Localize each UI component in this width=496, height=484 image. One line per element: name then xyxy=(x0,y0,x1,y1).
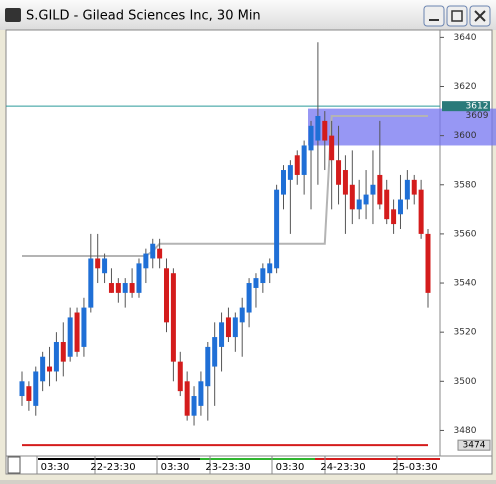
candle-body xyxy=(219,322,225,347)
candle-body xyxy=(67,317,73,357)
candle-body xyxy=(198,381,204,406)
candle-body xyxy=(205,346,211,387)
x-tick-label: 03:30 xyxy=(161,462,190,473)
price-axis xyxy=(439,29,493,457)
candle-body xyxy=(384,189,390,220)
candle-body xyxy=(212,337,218,367)
price-box xyxy=(442,101,490,112)
candle-body xyxy=(26,386,32,401)
candle-body xyxy=(102,258,108,274)
candle-body xyxy=(260,268,266,284)
candle-body xyxy=(315,115,321,141)
candle-body xyxy=(95,258,101,269)
candle-body xyxy=(274,189,280,269)
x-tick-label: 03:30 xyxy=(41,462,70,473)
low-marker-box xyxy=(457,439,491,451)
candle-body xyxy=(19,381,25,397)
candle-body xyxy=(280,170,286,195)
x-tick-label: 22-23:30 xyxy=(90,462,135,473)
y-tick-label: 3500 xyxy=(454,377,477,387)
y-tick-label: 3560 xyxy=(454,229,477,239)
candle-body xyxy=(342,170,348,195)
price-label: 3609 xyxy=(466,111,489,121)
candle-body xyxy=(122,283,128,293)
candle-body xyxy=(287,165,293,180)
candle-body xyxy=(115,283,121,293)
app-icon xyxy=(5,8,21,22)
candle-body xyxy=(370,184,376,195)
candle-body xyxy=(308,125,314,151)
candle-body xyxy=(246,283,252,313)
candle-body xyxy=(349,184,355,210)
price-line-label: 3612 xyxy=(466,102,489,112)
candle-body xyxy=(301,145,307,175)
candle-body xyxy=(164,268,170,323)
candle-body xyxy=(294,155,300,175)
y-tick-label: 3600 xyxy=(454,131,477,141)
candle-body xyxy=(253,278,259,288)
x-tick-label: 24-23:30 xyxy=(320,462,365,473)
candle-body xyxy=(143,253,149,269)
y-tick-label: 3520 xyxy=(454,328,477,338)
time-axis xyxy=(5,455,493,475)
y-tick-label: 3540 xyxy=(454,279,477,289)
candle-body xyxy=(60,341,66,362)
candle-body xyxy=(129,283,135,293)
x-tick-label: 23-23:30 xyxy=(205,462,250,473)
candle-body xyxy=(397,199,403,215)
y-tick-label: 3640 xyxy=(454,33,477,43)
candle-body xyxy=(411,179,417,195)
candle-body xyxy=(170,273,176,362)
candle-body xyxy=(108,283,114,293)
candle-body xyxy=(136,263,142,293)
candle-body xyxy=(40,356,46,382)
candle-body xyxy=(267,263,273,274)
x-tick-label: 03:30 xyxy=(276,462,305,473)
maximize-button[interactable] xyxy=(446,5,468,27)
minimize-button[interactable] xyxy=(423,5,445,27)
average-line xyxy=(22,114,428,258)
y-tick-label: 3480 xyxy=(454,426,477,436)
candle-body xyxy=(377,174,383,205)
candle-body xyxy=(329,135,335,161)
candle-body xyxy=(191,396,197,416)
candle-body xyxy=(81,307,87,347)
candle-body xyxy=(425,233,431,293)
y-tick-label: 3580 xyxy=(454,180,477,190)
candle-body xyxy=(53,341,59,372)
candle-body xyxy=(322,120,328,141)
low-marker-label: 3474 xyxy=(463,441,486,451)
price-band xyxy=(308,108,496,146)
candle-body xyxy=(184,381,190,416)
candle-body xyxy=(88,258,94,308)
candle-body xyxy=(33,371,39,406)
y-tick-label: 3620 xyxy=(454,82,477,92)
x-tick-label: 25-03:30 xyxy=(392,462,437,473)
candle-body xyxy=(356,199,362,210)
scroll-box[interactable] xyxy=(7,456,21,474)
candle-body xyxy=(363,194,369,205)
candle-body xyxy=(418,189,424,234)
candle-body xyxy=(47,366,53,372)
candle-body xyxy=(74,312,80,352)
candle-body xyxy=(336,160,342,185)
candle-body xyxy=(225,317,231,338)
candle-body xyxy=(239,307,245,323)
candle-body xyxy=(232,317,238,338)
candle-body xyxy=(157,248,163,259)
title-bar xyxy=(0,0,496,30)
candle-body xyxy=(150,243,156,259)
window-title: S.GILD - Gilead Sciences Inc, 30 Min xyxy=(26,9,261,24)
candle-body xyxy=(391,209,397,225)
candle-body xyxy=(404,179,410,200)
candle-body xyxy=(177,361,183,392)
